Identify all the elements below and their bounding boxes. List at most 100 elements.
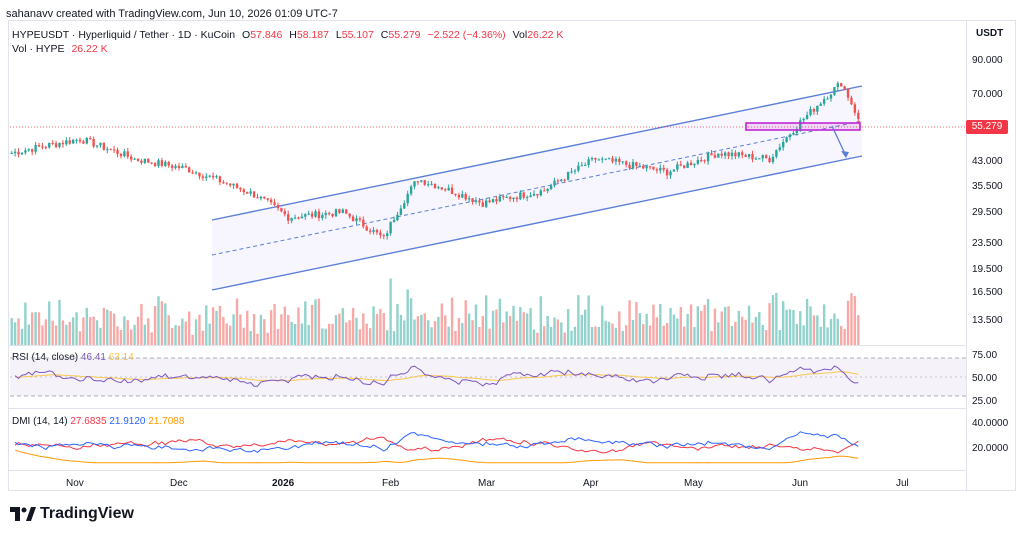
candle-body [225, 182, 228, 184]
volume-bar [126, 320, 129, 345]
high-value: 58.187 [296, 29, 329, 41]
candle-body [362, 219, 365, 227]
volume-bar [539, 296, 543, 345]
price-tick: 13.500 [972, 315, 1003, 326]
candle-body [382, 235, 385, 237]
volume-bar [498, 298, 502, 345]
pane-separator[interactable] [8, 345, 966, 346]
volume-bar [584, 309, 587, 345]
volume-bar [454, 330, 457, 345]
symbol-legend[interactable]: HYPEUSDT · Hyperliquid / Tether · 1D · K… [12, 29, 564, 41]
volume-bar [467, 313, 471, 345]
candle-body [314, 211, 317, 217]
candle-body [734, 152, 737, 157]
volume-bar [450, 297, 454, 345]
volume-bar [280, 314, 283, 345]
volume-bar [819, 326, 822, 345]
volume-bar [502, 322, 505, 345]
tradingview-brand: TradingView [40, 505, 134, 522]
volume-bar [826, 327, 829, 345]
dmi-legend[interactable]: DMI (14, 14) 27.6835 21.9120 21.7088 [12, 416, 184, 427]
volume-bar [403, 320, 406, 345]
volume-bar [13, 322, 17, 345]
time-tick: Apr [583, 478, 599, 489]
volume-bar [686, 313, 689, 345]
symbol-title: HYPEUSDT · Hyperliquid / Tether · 1D · K… [12, 29, 236, 41]
candle-body [30, 149, 34, 152]
volume-bar [293, 323, 297, 345]
candle-body [310, 213, 314, 217]
volume-bar [222, 316, 225, 345]
volume-bar [536, 332, 539, 345]
volume-bar [474, 304, 478, 345]
volume-bar [228, 325, 232, 345]
candle-body [556, 180, 560, 182]
volume-bar [153, 306, 157, 345]
volume-bar [781, 301, 785, 345]
candle-body [379, 232, 382, 236]
volume-bar [78, 331, 82, 345]
candle-body [147, 158, 150, 163]
candle-body [525, 197, 529, 199]
volume-bar [208, 323, 211, 345]
candle-body [826, 98, 829, 100]
candle-body [89, 138, 92, 140]
volume-bar [71, 317, 75, 345]
volume-bar [508, 315, 512, 345]
time-tick: Mar [478, 478, 496, 489]
volume-bar [147, 318, 150, 345]
volume-bar [256, 333, 259, 345]
volume-bar [269, 310, 273, 345]
candle-body [850, 97, 853, 105]
volume-bar [136, 316, 140, 345]
candle-body [505, 197, 508, 199]
pane-separator[interactable] [8, 408, 966, 409]
candle-body [491, 199, 495, 202]
candle-body [269, 199, 273, 203]
volume-bar [430, 327, 433, 345]
volume-bar [594, 326, 597, 345]
candle-body [17, 151, 20, 155]
volume-bar [669, 307, 672, 345]
candle-body [478, 200, 481, 203]
candle-body [75, 139, 78, 141]
volume-bar [170, 327, 174, 345]
volume-bar [348, 320, 351, 345]
volume-bar [566, 309, 570, 345]
volume-bar [488, 328, 491, 345]
candle-body [727, 152, 730, 157]
volume-bar [89, 317, 92, 345]
candle-body [61, 143, 65, 145]
volume-bar [61, 320, 65, 345]
candle-body [846, 88, 850, 98]
candle-body [41, 146, 44, 148]
volume-bar [368, 328, 372, 345]
candle-body [406, 193, 409, 204]
candle-body [140, 160, 143, 163]
volume-bar [696, 306, 700, 345]
candle-body [474, 200, 478, 202]
candle-body [611, 158, 614, 162]
volume-bar [433, 321, 437, 345]
volume-legend[interactable]: Vol · HYPE 26.22 K [12, 43, 108, 55]
volume-bar [10, 318, 13, 345]
candle-body [109, 149, 112, 151]
candle-body [781, 141, 785, 148]
candle-body [102, 142, 106, 150]
candle-body [652, 166, 655, 170]
tradingview-logo[interactable]: TradingView [10, 505, 134, 523]
pane-separator[interactable] [8, 470, 966, 471]
candle-body [549, 185, 553, 190]
candle-body [536, 193, 539, 196]
candle-body [659, 167, 662, 171]
volume-bar [266, 332, 269, 345]
candle-body [106, 149, 109, 151]
rsi-legend[interactable]: RSI (14, close) 46.41 63.14 [12, 352, 134, 363]
price-axis[interactable] [966, 20, 1016, 491]
volume-bar [75, 312, 78, 345]
candle-body [676, 164, 679, 170]
volume-bar [17, 318, 20, 345]
volume-bar [553, 317, 556, 345]
candle-body [34, 145, 37, 152]
